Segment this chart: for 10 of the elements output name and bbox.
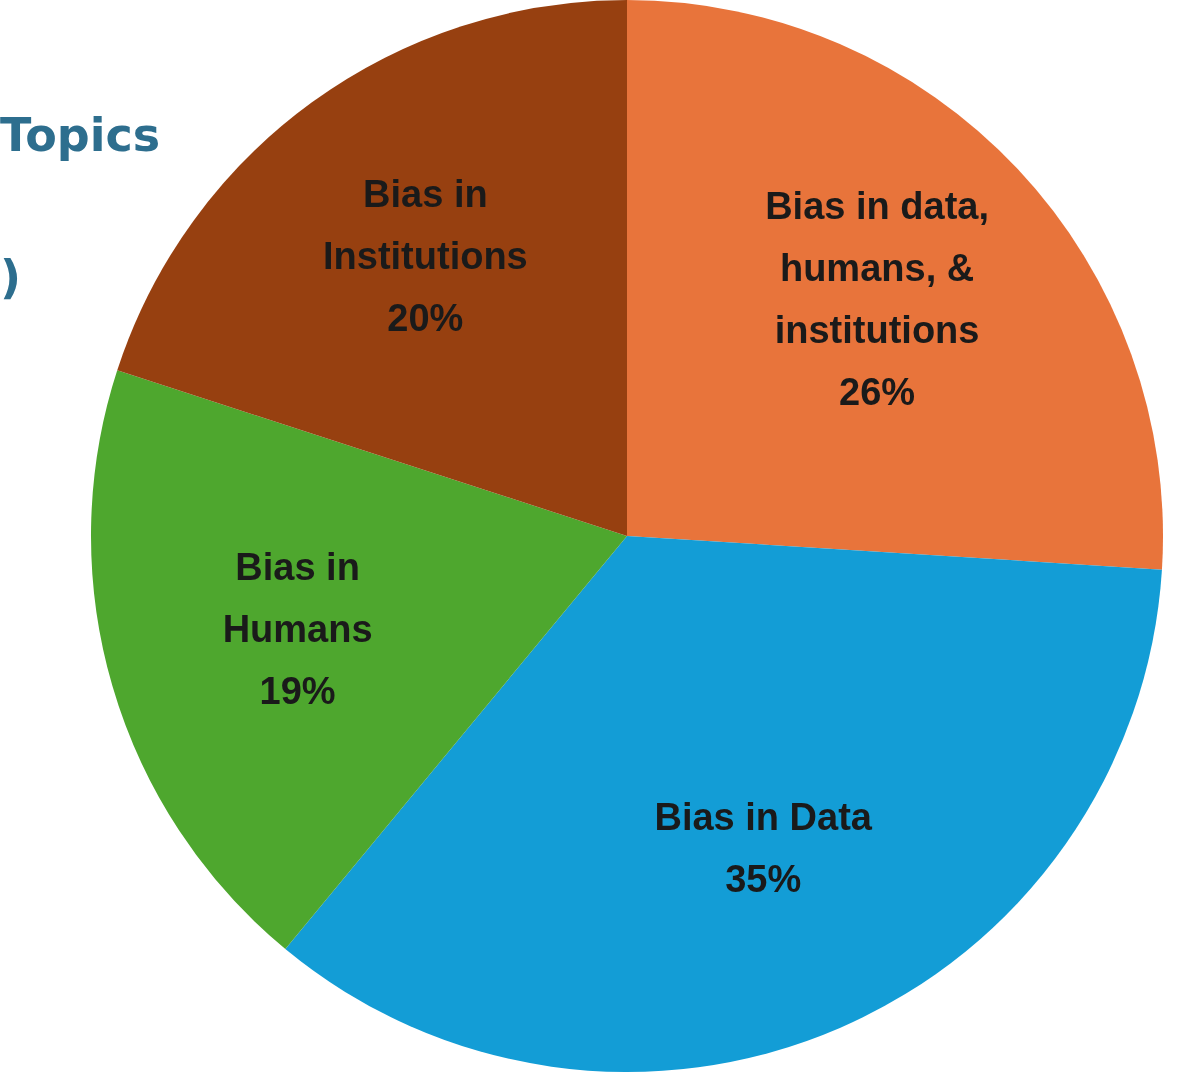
text: Topics: [0, 108, 161, 162]
data-label: 26%: [839, 370, 916, 413]
slice-label: Bias in Data: [654, 796, 873, 839]
slice-label: Bias in data, humans, & institutions: [765, 184, 989, 351]
data-label: 19%: [259, 670, 336, 713]
data-label: 20%: [387, 296, 464, 339]
data-label: 35%: [725, 858, 802, 901]
slice-label: Bias in Humans: [222, 546, 373, 651]
text: ): [0, 250, 22, 304]
slice-label: Bias in Institutions: [322, 172, 528, 277]
